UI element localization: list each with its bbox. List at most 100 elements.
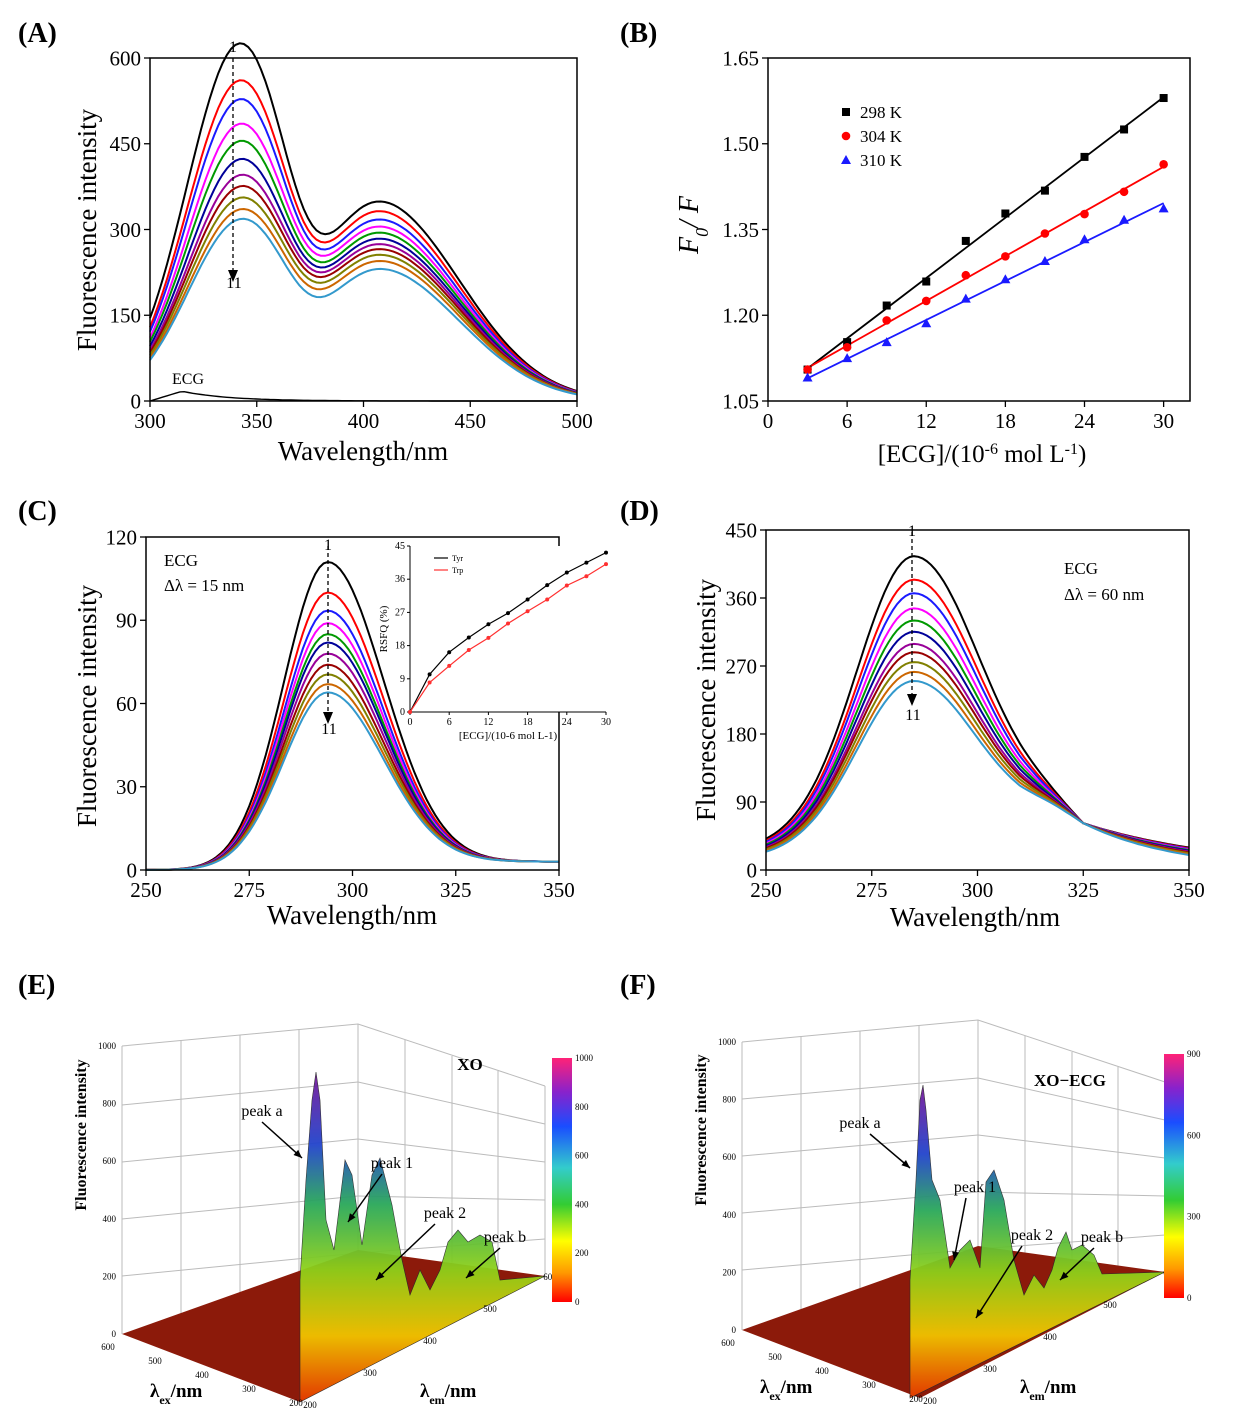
annotation-top-d: 1 — [908, 523, 916, 540]
data-point-b — [881, 337, 892, 347]
z-tick-label-f: 600 — [723, 1152, 737, 1162]
title-e: XO — [457, 1055, 483, 1074]
b-x-tick-label: 30 — [1153, 409, 1174, 433]
colorbar-f — [1164, 1054, 1184, 1298]
spectrum-curve-d — [765, 607, 1190, 851]
colorbar-tick-label-e: 600 — [575, 1151, 589, 1161]
spectrum-curve-a — [149, 217, 578, 396]
c-y-tick-label: 90 — [116, 609, 137, 633]
data-point-b — [1159, 94, 1168, 103]
inset-x-tick-label: 18 — [523, 717, 533, 728]
inset-y-tick-label: 27 — [395, 607, 405, 618]
inset-y-label: RSFQ (%) — [378, 605, 390, 652]
z-tick-label-e: 400 — [103, 1214, 117, 1224]
peak-arrowhead-e — [348, 1213, 356, 1222]
inset-x-tick-label: 12 — [483, 717, 493, 728]
surface-peaks-e — [299, 1071, 546, 1403]
inset-point — [604, 562, 608, 567]
peak-arrow-f — [869, 1133, 911, 1169]
peak-arrow-e — [347, 1173, 383, 1223]
fit-line-b — [807, 165, 1165, 369]
inset-point — [506, 611, 510, 616]
x-axis-label-a: Wavelength/nm — [278, 436, 448, 466]
panel-label-e: (E) — [18, 970, 56, 1001]
ex-tick-label-f: 500 — [768, 1352, 782, 1362]
peak-arrow-f — [953, 1197, 967, 1261]
z-tick-label-f: 0 — [732, 1325, 737, 1335]
fit-line-b — [807, 202, 1165, 380]
data-point-b — [842, 342, 852, 352]
d-x-tick-label: 275 — [856, 878, 888, 902]
colorbar-e — [552, 1058, 572, 1302]
data-point-b — [882, 301, 891, 310]
plot-frame-d — [765, 529, 1190, 871]
inset-point — [486, 622, 491, 627]
peak-label-f: peak b — [1081, 1229, 1123, 1246]
a-y-tick-label: 600 — [110, 46, 142, 70]
chart-b: 0 6 12 18 24 30 1.05 1.20 1.35 1.50 1.65 298 K 304 … — [674, 46, 1191, 468]
annotation-top-c: 1 — [324, 537, 332, 554]
data-point-b — [1040, 186, 1049, 195]
inset-point — [564, 583, 569, 588]
c-y-tick-label: 0 — [127, 858, 138, 882]
data-point-b — [1040, 229, 1050, 238]
spectrum-curve-a — [149, 139, 578, 394]
d-y-tick-label: 450 — [726, 518, 758, 542]
surface-peaks-f — [909, 1084, 1166, 1399]
panel-label-d: (D) — [620, 496, 659, 527]
colorbar-tick-label-e: 200 — [575, 1248, 589, 1258]
note-delta-c: Δλ = 15 nm — [164, 576, 244, 595]
b-y-tick-label: 1.50 — [722, 132, 759, 156]
peak-label-e: peak b — [484, 1229, 526, 1246]
b-x-tick-label: 18 — [995, 409, 1016, 433]
peak-arrowhead-f — [976, 1309, 984, 1318]
d-y-tick-label: 180 — [726, 722, 758, 746]
data-point-b — [961, 270, 971, 280]
data-point-b — [1080, 152, 1089, 161]
data-point-b — [1119, 214, 1130, 224]
y-axis-label-a: Fluorescence intensity — [72, 108, 102, 351]
data-point-b — [1001, 209, 1010, 218]
data-point-b — [1079, 234, 1090, 244]
panel-label-f: (F) — [620, 970, 656, 1001]
colorbar-tick-label-f: 900 — [1187, 1049, 1201, 1059]
spectrum-curve-a — [149, 184, 578, 395]
c-x-tick-label: 350 — [543, 878, 575, 902]
d-x-tick-label: 325 — [1068, 878, 1100, 902]
x-axis-label-c: Wavelength/nm — [267, 900, 437, 930]
colorbar-tick-label-f: 300 — [1187, 1212, 1201, 1222]
a-y-tick-label: 0 — [131, 389, 142, 413]
d-x-tick-label: 350 — [1173, 878, 1205, 902]
d-y-tick-label: 90 — [736, 790, 757, 814]
title-f: XO−ECG — [1034, 1071, 1106, 1090]
peak-arrow-e — [375, 1223, 436, 1281]
b-y-tick-label: 1.05 — [722, 389, 759, 413]
annotation-bottom-d: 11 — [905, 707, 920, 724]
em-tick-label-f: 500 — [1103, 1300, 1117, 1310]
inset-point — [486, 635, 491, 640]
d-y-tick-label: 360 — [726, 586, 758, 610]
inset-x-tick-label: 0 — [408, 717, 413, 728]
data-point-b — [1158, 203, 1169, 213]
peak-label-e: peak 2 — [424, 1205, 466, 1222]
ex-tick-label-e: 200 — [289, 1398, 303, 1408]
panel-label-c: (C) — [18, 496, 57, 527]
data-point-b — [1000, 274, 1011, 284]
data-point-b — [960, 293, 971, 303]
y-axis-label-c: Fluorescence intensity — [72, 584, 102, 827]
inset-x-tick-label: 6 — [447, 717, 452, 728]
em-axis-label-f: λem/nm — [1020, 1377, 1077, 1403]
a-x-tick-label: 500 — [561, 409, 593, 433]
inset-legend-label: Tyr — [452, 554, 463, 563]
spectrum-curve-c — [146, 691, 559, 871]
peak-arrowhead-f — [1060, 1271, 1069, 1280]
spectrum-curve-a — [149, 173, 578, 395]
data-point-b — [843, 338, 852, 347]
inset-point — [525, 597, 530, 602]
annotation-bottom-a: 11 — [226, 275, 241, 292]
inset-point — [545, 583, 550, 588]
peak-arrowhead-e — [293, 1149, 302, 1158]
data-point-b — [921, 296, 931, 306]
